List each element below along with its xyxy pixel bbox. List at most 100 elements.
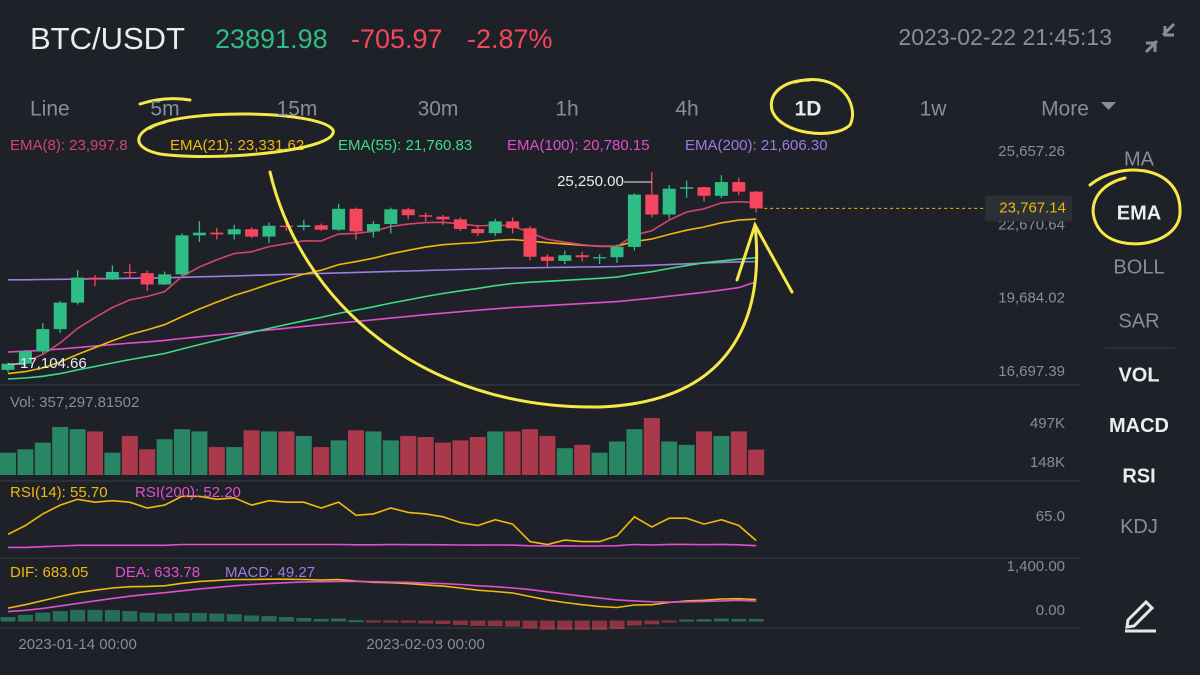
candle-body <box>627 194 641 247</box>
macd-bar <box>539 620 555 630</box>
highlight-ema-menu <box>1088 168 1182 246</box>
candle-body <box>245 229 259 237</box>
macd-bar <box>470 620 486 626</box>
volume-bar <box>609 441 625 475</box>
macd-bar <box>574 620 590 630</box>
menu-item[interactable]: MA <box>1124 148 1155 170</box>
candle-body <box>36 329 50 352</box>
volume-bar <box>713 435 730 475</box>
menu-item[interactable]: KDJ <box>1120 516 1158 538</box>
candle-body <box>227 229 241 235</box>
candle-body <box>645 194 659 215</box>
candle-body <box>297 225 311 228</box>
indicator-line <box>8 260 757 281</box>
macd-bar <box>365 620 381 623</box>
rsi-tick-label: 65.0 <box>1036 508 1065 525</box>
macd-bar <box>174 612 190 622</box>
menu-item[interactable]: RSI <box>1122 465 1155 487</box>
timeframe-tab[interactable]: 5m <box>150 98 179 121</box>
annotations <box>137 78 1182 409</box>
volume-bar <box>156 439 173 475</box>
candle-body <box>366 224 380 232</box>
rsi-legend: RSI(200): 52.20 <box>135 484 241 501</box>
macd-bar <box>557 620 573 630</box>
volume-tick-label: 148K <box>1030 454 1065 471</box>
timeframe-tab[interactable]: 1D <box>795 98 822 121</box>
underline-mark <box>138 97 192 106</box>
timeframe-tab[interactable]: 1h <box>555 98 578 121</box>
macd-bar <box>87 609 103 622</box>
volume-bar <box>348 430 364 475</box>
macd-bar <box>35 612 51 622</box>
indicator-line <box>7 281 757 353</box>
candle-body <box>175 235 189 275</box>
macd-bar <box>139 612 155 622</box>
dropdown-caret <box>1101 102 1116 110</box>
candle-body <box>192 232 206 236</box>
timeframe-tab[interactable]: 1w <box>920 98 948 121</box>
volume-bar <box>556 448 573 475</box>
volume-bar <box>452 440 469 475</box>
ema-legend: EMA(200): 21,606.30 <box>685 137 828 154</box>
collapse-icon[interactable] <box>1144 22 1176 54</box>
plot: 25,657.2622,670.6419,684.0216,697.39EMA(… <box>0 137 1072 653</box>
macd-bar <box>713 618 729 622</box>
macd-tick-label: 1,400.00 <box>1007 558 1065 575</box>
menu-item[interactable]: BOLL <box>1113 256 1164 278</box>
macd-bar <box>278 617 294 622</box>
candle-body <box>662 188 676 215</box>
menu-item[interactable]: EMA <box>1117 202 1161 224</box>
volume-bar <box>643 418 660 475</box>
candle-body <box>105 271 119 280</box>
low-label: 17,104.66 <box>20 355 87 372</box>
menu-item[interactable]: VOL <box>1118 364 1159 386</box>
edit-icon[interactable] <box>1125 599 1156 633</box>
volume-bar <box>539 435 556 475</box>
x-tick-label: 2023-02-03 00:00 <box>366 636 484 653</box>
macd-legend: MACD: 49.27 <box>225 564 315 581</box>
volume-bar <box>69 429 86 475</box>
timeframe-tab[interactable]: 15m <box>277 98 318 121</box>
volume-bar <box>121 435 138 475</box>
volume-bar <box>295 435 312 475</box>
indicator-line <box>7 256 757 380</box>
menu-item[interactable]: MACD <box>1109 415 1169 437</box>
candle-body <box>419 215 433 217</box>
macd-bar <box>348 620 364 623</box>
macd-bar <box>679 619 695 622</box>
candle-body <box>262 225 276 237</box>
menu-item[interactable]: SAR <box>1118 310 1159 332</box>
last-price-box <box>985 195 1072 222</box>
macd-bar <box>452 620 468 625</box>
volume-bar <box>365 431 382 475</box>
volume-bar <box>313 447 330 475</box>
timeframe-tab[interactable]: 4h <box>675 98 698 121</box>
volume-bar <box>696 431 712 475</box>
macd-bar <box>505 620 521 627</box>
macd-bar <box>331 618 347 622</box>
ema-legend: EMA(21): 23,331.62 <box>170 137 304 154</box>
candle-body <box>593 257 607 259</box>
price: 23891.98 <box>215 24 328 54</box>
candle-body <box>158 274 172 285</box>
price-tick-label: 19,684.02 <box>998 290 1065 307</box>
timeframe-tab[interactable]: More <box>1041 98 1089 121</box>
x-tick-label: 2023-01-14 00:00 <box>18 636 136 653</box>
macd-bar <box>644 620 660 625</box>
ema-legend: EMA(55): 21,760.83 <box>338 137 472 154</box>
price-tick-label: 25,657.26 <box>998 143 1065 160</box>
timeframe-tab[interactable]: 30m <box>418 98 459 121</box>
volume-bar <box>678 444 695 475</box>
candle-body <box>523 228 537 257</box>
macd-bar <box>748 618 764 622</box>
macd-bar <box>661 620 677 623</box>
candle-body <box>88 277 102 280</box>
candle-body <box>1 363 15 370</box>
macd-bar <box>400 620 416 623</box>
macd-bar <box>52 611 68 622</box>
volume-bar <box>435 442 451 475</box>
timeframe-tab[interactable]: Line <box>30 98 70 121</box>
candle-body <box>436 216 450 220</box>
